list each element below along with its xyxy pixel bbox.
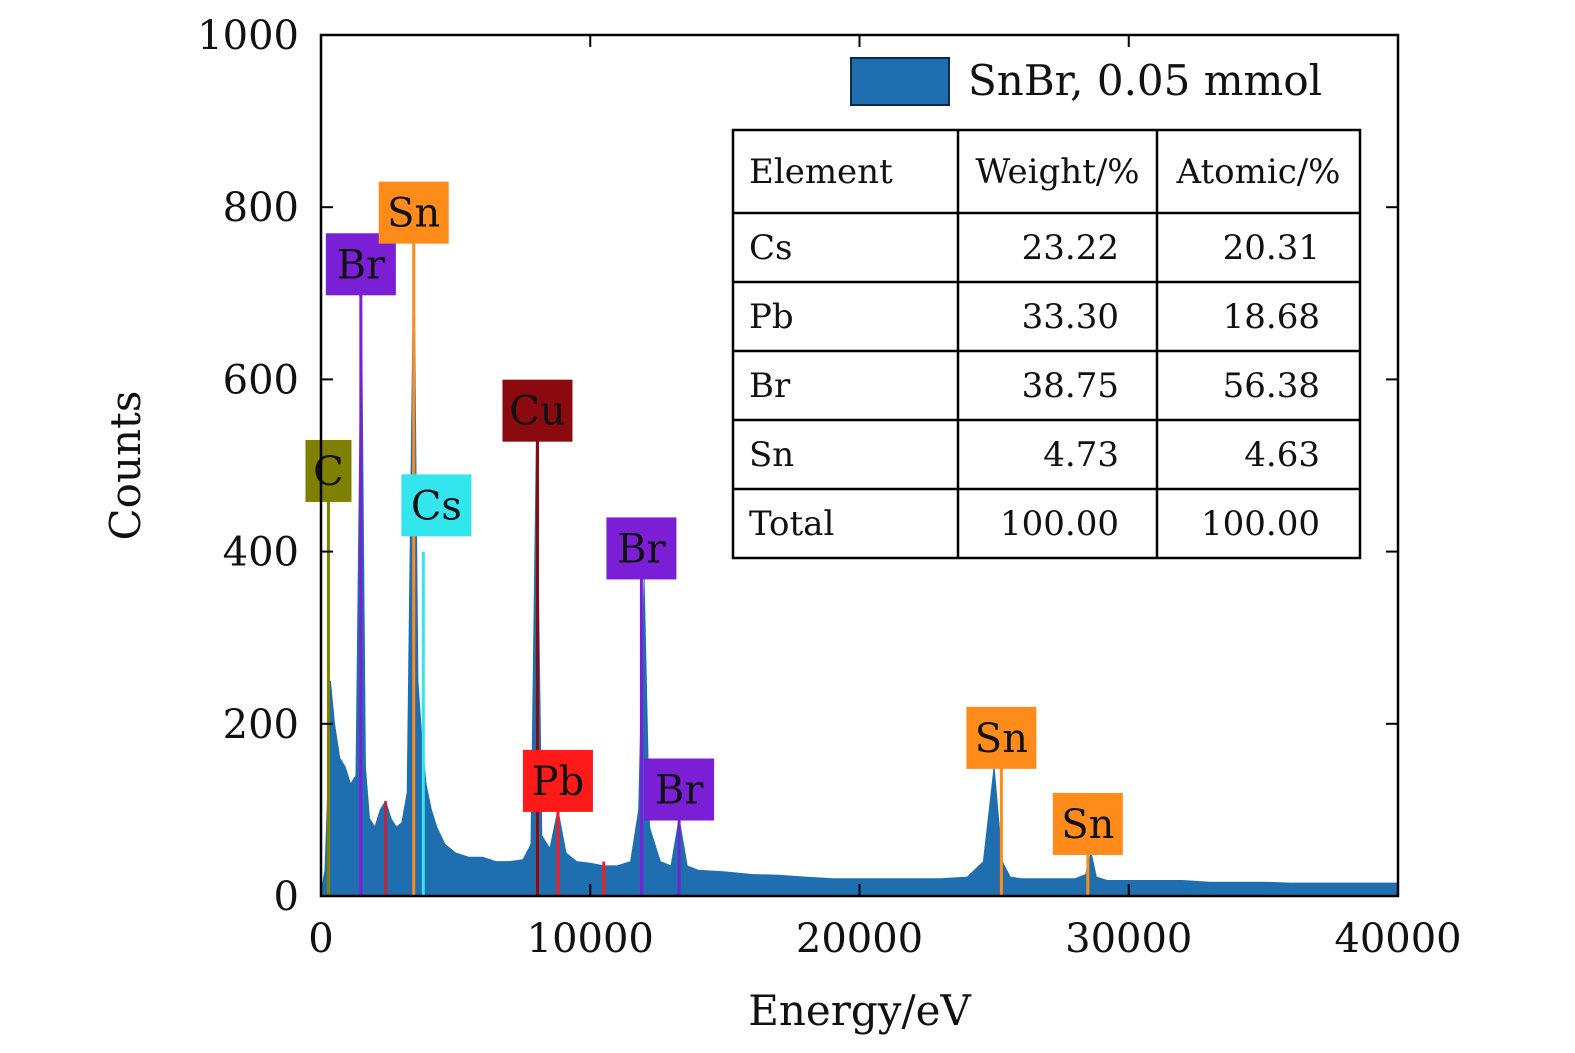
peak-label-text: Pb <box>532 759 585 805</box>
peak-label-sn: Sn <box>1052 792 1123 855</box>
table-header-cell: Weight/% <box>975 152 1139 192</box>
peak-label-text: Cu <box>509 389 565 435</box>
x-tick-label: 40000 <box>1334 916 1461 962</box>
table-cell: Cs <box>749 228 792 268</box>
peak-label-text: Sn <box>387 191 440 237</box>
y-tick-label: 800 <box>223 185 299 231</box>
peak-label-box <box>401 474 472 537</box>
y-axis-title: Counts <box>101 391 150 541</box>
table-cell: Sn <box>749 435 794 475</box>
table-cell: Total <box>749 504 834 544</box>
peak-label-c: C <box>305 439 352 502</box>
y-tick-label: 1000 <box>197 13 299 59</box>
table-header-cell: Atomic/% <box>1175 152 1340 192</box>
table-header-cell: Element <box>749 152 893 192</box>
peak-label-sn: Sn <box>966 706 1037 769</box>
legend: SnBr, 0.05 mmol <box>850 56 1322 106</box>
y-tick-label: 200 <box>223 702 299 748</box>
x-tick-label: 30000 <box>1065 916 1192 962</box>
peak-label-text: Sn <box>975 716 1028 762</box>
peak-label-cs: Cs <box>401 474 472 537</box>
legend-swatch <box>850 57 950 106</box>
peak-label-br: Br <box>644 758 715 821</box>
x-tick-label: 10000 <box>527 916 654 962</box>
peak-label-br: Br <box>606 517 677 580</box>
peak-label-box <box>378 181 449 244</box>
legend-label: SnBr, 0.05 mmol <box>968 56 1322 105</box>
peak-label-text: C <box>313 449 344 495</box>
table-cell: 100.00 <box>1000 504 1119 544</box>
peak-label-box <box>644 758 715 821</box>
table-cell: 18.68 <box>1223 297 1320 337</box>
y-tick-label: 600 <box>223 357 299 403</box>
table-cell: 100.00 <box>1201 504 1320 544</box>
x-axis-title: Energy/eV <box>748 986 971 1035</box>
table-cell: 4.73 <box>1043 435 1119 475</box>
peak-label-box <box>305 439 352 502</box>
inset-composition-table: Element Weight/% Atomic/% Cs 23.22 20.31 Pb 33.… <box>731 128 1362 560</box>
peak-label-text: Br <box>337 242 386 288</box>
peak-label-pb: Pb <box>522 749 593 812</box>
peak-label-box <box>522 749 593 812</box>
table-cell: 33.30 <box>1022 297 1119 337</box>
peak-marker-layer <box>326 241 1090 896</box>
peak-label-sn: Sn <box>378 181 449 244</box>
table-cell: 4.63 <box>1244 435 1320 475</box>
peak-label-cu: Cu <box>502 379 573 442</box>
peak-label-box <box>966 706 1037 769</box>
peak-label-text: Cs <box>411 483 462 529</box>
tick-layer: 0 10000 20000 30000 40000 0 200 400 600 800 1000 <box>197 13 1461 962</box>
y-tick-label: 0 <box>274 874 299 920</box>
table-cell: 23.22 <box>1022 228 1119 268</box>
peak-label-box <box>606 517 677 580</box>
x-tick-label: 20000 <box>796 916 923 962</box>
table-cell: Br <box>749 366 791 406</box>
peak-label-box <box>1052 792 1123 855</box>
x-tick-label: 0 <box>308 916 333 962</box>
peak-label-text: Sn <box>1061 802 1114 848</box>
peak-label-text: Br <box>617 526 666 572</box>
table-cell: Pb <box>749 297 794 337</box>
table-cell: 20.31 <box>1223 228 1320 268</box>
table-cell: 38.75 <box>1022 366 1119 406</box>
peak-label-text: Br <box>655 768 704 814</box>
peak-label-box <box>502 379 573 442</box>
table-cell: 56.38 <box>1223 366 1320 406</box>
y-tick-label: 400 <box>223 530 299 576</box>
axis-label-layer: Energy/eV Counts <box>101 391 971 1035</box>
table-border <box>731 128 1362 560</box>
